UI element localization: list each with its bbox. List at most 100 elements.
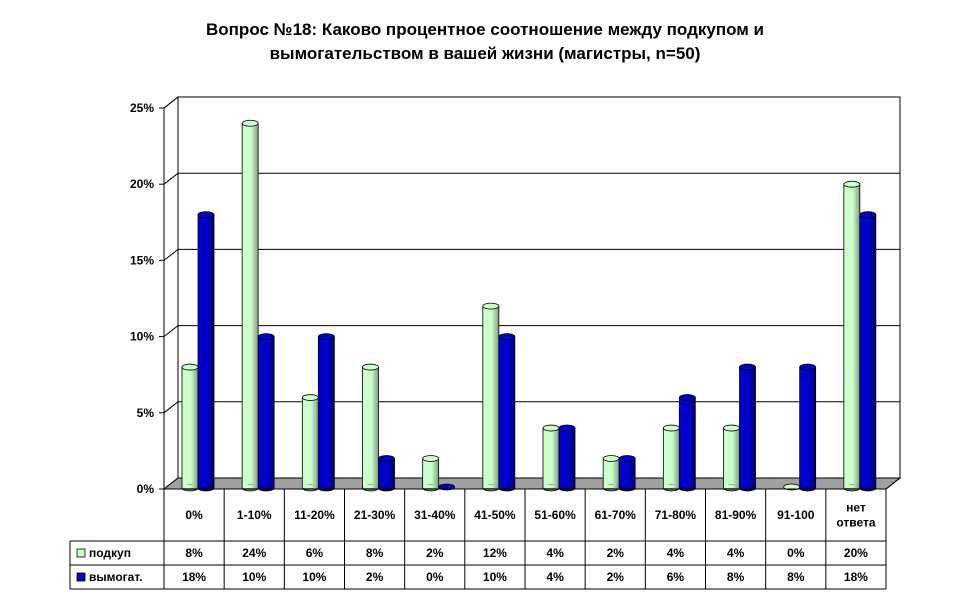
bar: [542, 424, 560, 492]
bar-top: [602, 455, 620, 462]
bar-top: [723, 424, 740, 432]
category-label: нет: [846, 501, 866, 515]
table-cell: 8%: [366, 546, 384, 560]
bar: [558, 424, 576, 492]
category-label: 0%: [185, 508, 203, 522]
category-label: ответа: [836, 516, 876, 530]
category-label: 51-60%: [534, 508, 576, 522]
bar-body: [542, 427, 560, 489]
bar-base-fill: [483, 485, 499, 488]
chart-title-line-2: вымогательством в вашей жизни (магистры,…: [269, 44, 701, 63]
bar-top: [257, 333, 275, 341]
bar-top: [678, 394, 696, 401]
bar-body: [602, 458, 620, 489]
bar-top: [362, 363, 379, 371]
bar: [678, 394, 696, 492]
bar-body: [723, 427, 740, 489]
category-label: 11-20%: [294, 508, 335, 522]
gridline: [163, 325, 900, 337]
table-cell: 10%: [483, 570, 507, 584]
bar: [257, 333, 275, 492]
bar-base-fill: [603, 485, 619, 488]
table-cell: 6%: [667, 570, 685, 584]
bar: [241, 119, 259, 492]
table-cell: 4%: [727, 546, 745, 560]
bar: [602, 455, 620, 492]
bar-body: [257, 336, 275, 489]
bar-base-fill: [663, 485, 679, 488]
bar-base-fill: [363, 485, 378, 488]
bar-top: [498, 333, 516, 341]
bar-base-fill: [619, 485, 635, 488]
bar-base-fill: [844, 485, 860, 488]
table-cell: 2%: [426, 546, 444, 560]
category-label: 71-80%: [655, 508, 697, 522]
bar-top: [739, 363, 756, 371]
bar-top: [197, 211, 215, 219]
table-cell: 8%: [787, 570, 805, 584]
y-tick-label: 5%: [137, 406, 155, 420]
bars: [181, 119, 877, 492]
bar: [422, 455, 440, 492]
bar-top: [181, 363, 199, 371]
table-cell: 2%: [366, 570, 384, 584]
y-axis-ticks: 0% 5% 10% 15% 20% 25%: [130, 101, 165, 496]
bar-base-fill: [318, 485, 334, 488]
y-tick-label: 20%: [130, 177, 154, 191]
bar-base-fill: [242, 485, 258, 488]
bar-body: [678, 397, 696, 489]
legend-swatch: [76, 572, 86, 582]
bar: [362, 363, 379, 492]
table-cell: 0%: [787, 546, 805, 560]
y-tick-label: 25%: [130, 101, 154, 115]
side-wall: [163, 95, 179, 491]
bar-base-fill: [724, 485, 739, 488]
gridline: [163, 401, 900, 414]
bar-top: [558, 424, 576, 432]
bar-body: [739, 366, 756, 489]
chart-title: Вопрос №18: Каково процентное соотношени…: [0, 18, 970, 66]
bar: [859, 211, 877, 492]
category-label: 61-70%: [595, 508, 637, 522]
bar-body: [317, 336, 335, 489]
bar-body: [197, 214, 215, 489]
bar-top: [378, 455, 395, 462]
bar-top: [843, 180, 861, 188]
table-cell: 24%: [242, 546, 266, 560]
bar-body: [558, 427, 576, 489]
bar-base-fill: [182, 485, 198, 488]
bar: [317, 333, 335, 492]
legend-label: вымогат.: [89, 570, 143, 584]
table-cell: 4%: [667, 546, 685, 560]
gridline: [163, 172, 900, 185]
table-cell: 6%: [306, 546, 324, 560]
bar-body: [859, 214, 877, 489]
bar-body: [843, 183, 861, 489]
bar: [843, 180, 861, 492]
bar-body: [301, 397, 319, 489]
category-label: 41-50%: [474, 508, 516, 522]
bar-body: [799, 366, 817, 489]
bar-top: [422, 455, 440, 462]
chart-title-line-1: Вопрос №18: Каково процентное соотношени…: [206, 20, 764, 39]
bar: [378, 455, 395, 492]
bar-top: [482, 302, 500, 310]
bar-base-fill: [379, 485, 394, 488]
bar-base-fill: [258, 485, 274, 488]
gridline: [163, 96, 900, 109]
bar-top: [618, 455, 636, 462]
bar-body: [362, 366, 379, 489]
gridlines: [163, 96, 900, 414]
bar-body: [241, 122, 259, 489]
bar-base-fill: [198, 485, 214, 488]
category-label: 91-100: [777, 508, 815, 522]
bar-top: [241, 119, 259, 127]
table-cell: 2%: [607, 570, 625, 584]
category-label: 21-30%: [354, 508, 396, 522]
bar-top: [542, 424, 560, 432]
bar-base-fill: [559, 485, 575, 488]
category-label: 31-40%: [414, 508, 456, 522]
table-cell: 18%: [844, 570, 868, 584]
category-label: 81-90%: [715, 508, 757, 522]
